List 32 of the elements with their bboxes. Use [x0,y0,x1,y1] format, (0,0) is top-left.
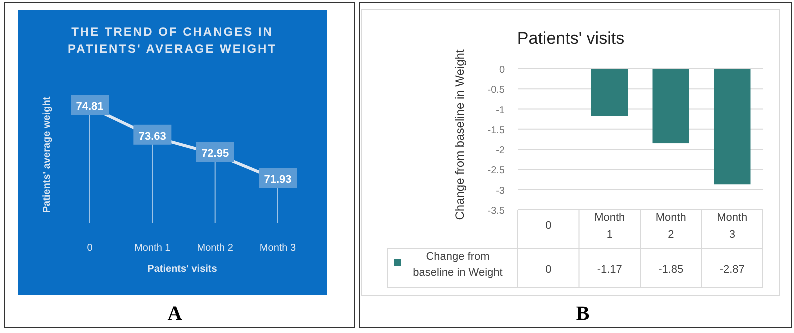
text: A [168,303,183,325]
x-tick-label: Month 2 [197,243,234,254]
data-label: -1.85 [658,264,684,276]
y-tick-label: 0 [499,65,506,76]
chart-title: THE TREND OF CHANGES IN PATIENTS' AVERAGE WEIGHT [68,25,278,56]
legend-label: Change from baseline in Weight [413,251,503,279]
x-tick-label: Month 1 [134,243,172,254]
data-label: 72.95 [202,148,230,160]
data-label: 74.81 [76,101,104,113]
y-tick-label: -3.5 [488,206,506,217]
y-tick-label: -0.5 [488,85,506,96]
data-label: 73.63 [138,130,166,143]
x-tick-label: 0 [87,243,94,254]
y-tick-label: -2.5 [488,166,506,177]
x-tick-label: Month 2 [656,212,686,241]
y-tick-label: -1 [496,105,506,116]
x-tick-label: 0 [546,220,552,232]
x-axis-title: Patients' visits [148,264,218,275]
x-tick-label: Month 3 [260,243,296,254]
x-tick-label: Month 3 [717,212,748,241]
chart-title: Patients' visits [517,29,625,48]
x-tick-label: Month 1 [594,212,626,241]
data-label: 71.93 [264,174,292,186]
y-tick-label: -1.5 [488,125,506,136]
y-axis-title: Change from baseline in Weight [453,49,467,220]
data-label: -1.17 [597,264,622,276]
y-axis-title: Patients' average weight [42,96,53,214]
text: B [576,303,590,325]
data-label: 0 [546,264,552,276]
y-tick-label: -2 [496,146,506,157]
data-label: -2.87 [720,264,745,276]
y-tick-label: -3 [496,186,506,197]
